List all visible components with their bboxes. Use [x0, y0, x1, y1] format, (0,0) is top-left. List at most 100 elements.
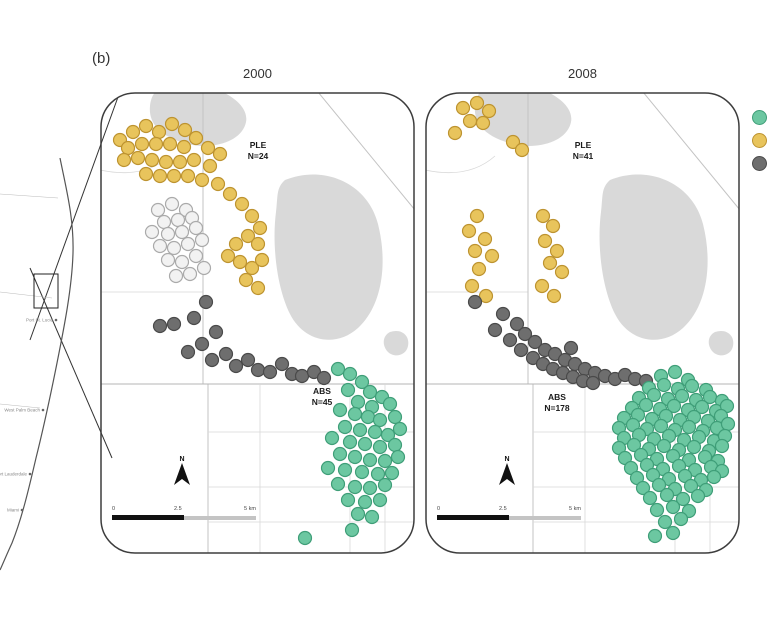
site-dot-green — [370, 466, 386, 482]
site-dot-green — [344, 522, 360, 538]
site-dot-white — [174, 254, 190, 270]
site-dot-yellow — [222, 186, 238, 202]
site-dot-green — [377, 477, 393, 493]
site-dot-green — [656, 377, 672, 393]
site-dot-yellow — [200, 140, 216, 156]
site-dot-green — [372, 492, 388, 508]
site-dot-green — [651, 477, 667, 493]
site-dot-green — [665, 525, 681, 541]
site-dot-gray — [294, 368, 310, 384]
site-dot-green — [647, 528, 663, 544]
green-dots-group — [297, 361, 408, 546]
map-year-title-2000: 2000 — [243, 66, 272, 81]
site-dot-green — [673, 511, 689, 527]
site-dot-white — [156, 214, 172, 230]
site-dot-green — [681, 419, 697, 435]
ple-count: N=41 — [572, 150, 594, 161]
map-2008-svg — [425, 92, 740, 554]
site-dot-yellow — [545, 218, 561, 234]
site-dot-green — [657, 514, 673, 530]
site-dot-yellow — [162, 136, 178, 152]
map-2000-svg — [100, 92, 415, 554]
scale-tick-end: 5 km — [569, 506, 581, 512]
site-dot-yellow — [481, 103, 497, 119]
site-dot-yellow — [554, 264, 570, 280]
site-dot-green — [387, 409, 403, 425]
abs-count: N=178 — [544, 402, 570, 413]
site-dot-white — [160, 226, 176, 242]
site-dot-yellow — [471, 261, 487, 277]
green-dots-group — [611, 364, 736, 544]
site-dot-yellow — [210, 176, 226, 192]
site-dot-yellow — [254, 252, 270, 268]
site-dot-yellow — [461, 223, 477, 239]
site-dot-yellow — [130, 150, 146, 166]
site-dot-yellow — [234, 196, 250, 212]
site-dot-green — [362, 452, 378, 468]
site-dot-green — [372, 412, 388, 428]
site-dot-green — [362, 480, 378, 496]
site-dot-yellow — [252, 220, 268, 236]
site-dot-yellow — [172, 154, 188, 170]
site-dot-gray — [250, 362, 266, 378]
site-dot-yellow — [484, 248, 500, 264]
site-dot-white — [150, 202, 166, 218]
site-dot-gray — [180, 344, 196, 360]
site-dot-yellow — [158, 154, 174, 170]
city-dot — [20, 508, 24, 512]
site-dot-green — [653, 418, 669, 434]
site-dot-gray — [240, 352, 256, 368]
site-dot-green — [674, 388, 690, 404]
site-dot-green — [714, 438, 730, 454]
gray-dots-group — [152, 294, 332, 386]
site-dot-gray — [262, 364, 278, 380]
ple-name: PLE — [249, 140, 267, 150]
map-year-title-2008: 2008 — [568, 66, 597, 81]
site-dot-yellow — [164, 116, 180, 132]
site-dot-green — [372, 439, 388, 455]
scale-tick-end: 5 km — [244, 506, 256, 512]
site-dot-green — [683, 478, 699, 494]
site-dot-white — [194, 232, 210, 248]
site-dot-yellow — [537, 233, 553, 249]
site-dot-yellow — [542, 255, 558, 271]
site-dot-yellow — [166, 168, 182, 184]
site-dot-green — [297, 530, 313, 546]
site-dot-yellow — [120, 140, 136, 156]
site-dot-green — [352, 422, 368, 438]
site-dot-green — [690, 488, 706, 504]
site-dot-gray — [527, 334, 543, 350]
site-dot-green — [320, 460, 336, 476]
site-dot-green — [390, 449, 406, 465]
city-label: Miami — [7, 508, 19, 513]
site-dot-white — [164, 196, 180, 212]
site-dot-white — [174, 224, 190, 240]
ple-region-label: PLE N=24 — [236, 140, 280, 161]
site-dot-gray — [502, 332, 518, 348]
site-dot-gray — [495, 306, 511, 322]
city-label: Port St. Lucie — [26, 318, 54, 323]
city-dot — [41, 408, 45, 412]
site-dot-yellow — [535, 208, 551, 224]
site-dot-yellow — [148, 136, 164, 152]
site-dot-green — [342, 434, 358, 450]
site-dot-yellow — [447, 125, 463, 141]
site-dot-green — [332, 446, 348, 462]
florida-inset-map: Port St. Lucie West Palm Beach Fort Lauder… — [0, 158, 74, 571]
site-dot-green — [649, 502, 665, 518]
abs-name: ABS — [313, 386, 331, 396]
site-dot-yellow — [478, 288, 494, 304]
site-dot-gray — [274, 356, 290, 372]
site-dot-yellow — [464, 278, 480, 294]
site-dot-gray — [194, 336, 210, 352]
site-dot-yellow — [212, 146, 228, 162]
site-dot-green — [642, 490, 658, 506]
site-dot-green — [684, 378, 700, 394]
site-dot-green — [354, 464, 370, 480]
city-dot — [28, 472, 32, 476]
site-dot-yellow — [477, 231, 493, 247]
site-dot-white — [152, 238, 168, 254]
site-dot-gray — [186, 310, 202, 326]
yellow-dots-group — [112, 116, 270, 296]
site-dot-gray — [467, 294, 483, 310]
